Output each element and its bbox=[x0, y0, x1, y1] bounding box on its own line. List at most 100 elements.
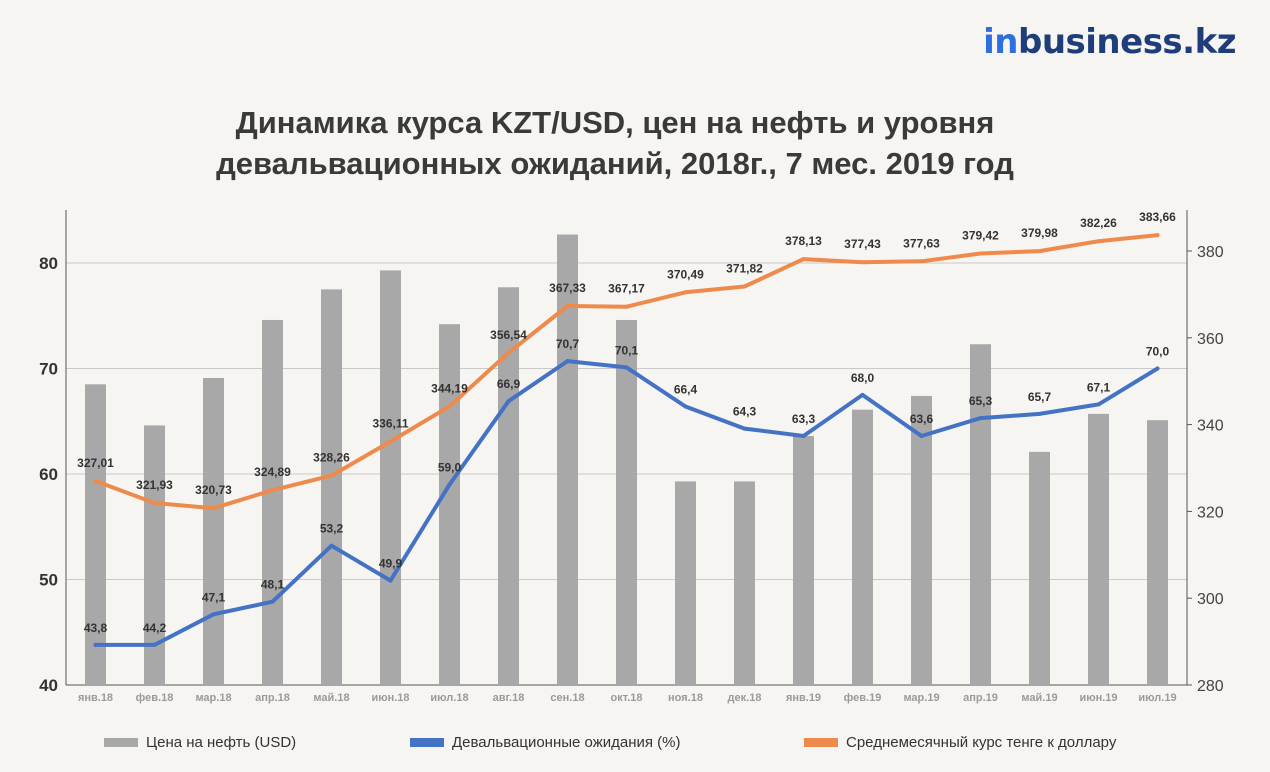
x-axis-tick-label: июн.19 bbox=[1079, 692, 1117, 704]
exchange-rate-data-label: 371,82 bbox=[726, 262, 763, 276]
x-axis-tick-label: фев.18 bbox=[136, 692, 174, 704]
exchange-rate-line-point bbox=[93, 478, 98, 483]
oil-price-bar bbox=[852, 409, 873, 685]
devaluation-data-label: 68,0 bbox=[851, 371, 875, 385]
devaluation-data-label: 48,1 bbox=[261, 578, 285, 592]
exchange-rate-line-point bbox=[860, 260, 865, 265]
devaluation-line-point bbox=[270, 599, 275, 604]
x-axis-tick-label: сен.18 bbox=[550, 692, 584, 704]
devaluation-data-label: 70,7 bbox=[556, 337, 580, 351]
devaluation-data-label: 49,9 bbox=[379, 557, 403, 571]
exchange-rate-line-point bbox=[978, 251, 983, 256]
exchange-rate-data-label: 328,26 bbox=[313, 451, 350, 465]
devaluation-line-point bbox=[1096, 402, 1101, 407]
oil-price-bar bbox=[262, 319, 283, 685]
oil-price-bar bbox=[321, 289, 342, 685]
devaluation-line-point bbox=[919, 434, 924, 439]
exchange-rate-line-point bbox=[1155, 233, 1160, 238]
devaluation-line-point bbox=[742, 426, 747, 431]
oil-price-bar bbox=[144, 425, 165, 685]
right-axis-tick-label: 340 bbox=[1197, 418, 1224, 435]
right-axis-tick-label: 320 bbox=[1197, 504, 1224, 521]
devaluation-line-point bbox=[388, 578, 393, 583]
devaluation-line-point bbox=[329, 543, 334, 548]
chart-legend: Цена на нефть (USD) Девальвационные ожид… bbox=[0, 734, 1270, 758]
x-axis-tick-label: дек.18 bbox=[728, 692, 762, 704]
legend-label-oil: Цена на нефть (USD) bbox=[146, 734, 297, 751]
exchange-rate-data-label: 356,54 bbox=[490, 328, 527, 342]
exchange-rate-data-label: 377,63 bbox=[903, 236, 940, 250]
oil-price-bar bbox=[85, 384, 106, 685]
x-axis-tick-label: авг.18 bbox=[493, 692, 525, 704]
oil-price-bar bbox=[203, 377, 224, 685]
devaluation-line-point bbox=[447, 482, 452, 487]
legend-item-oil: Цена на нефть (USD) bbox=[104, 734, 296, 751]
devaluation-line-point bbox=[565, 359, 570, 364]
exchange-rate-data-label: 336,11 bbox=[372, 416, 408, 430]
exchange-rate-line-point bbox=[742, 284, 747, 289]
exchange-rate-line-point bbox=[683, 290, 688, 295]
legend-label-rate: Среднемесячный курс тенге к доллару bbox=[846, 734, 1117, 751]
right-axis-tick-label: 280 bbox=[1197, 678, 1224, 695]
exchange-rate-line-point bbox=[919, 259, 924, 264]
x-axis-tick-label: апр.18 bbox=[255, 692, 290, 704]
legend-item-rate: Среднемесячный курс тенге к доллару bbox=[804, 734, 1116, 751]
devaluation-line-point bbox=[506, 399, 511, 404]
oil-price-bar bbox=[793, 436, 814, 685]
oil-price-bar bbox=[911, 395, 932, 685]
chart-title-line2: девальвационных ожиданий, 2018г., 7 мес.… bbox=[216, 146, 1014, 181]
x-axis-tick-label: июн.18 bbox=[371, 692, 409, 704]
x-axis-tick-label: фев.19 bbox=[844, 692, 882, 704]
devaluation-data-label: 63,6 bbox=[910, 412, 934, 426]
x-axis-tick-label: мар.18 bbox=[195, 692, 231, 704]
oil-price-bar bbox=[675, 481, 696, 685]
devaluation-line-point bbox=[978, 416, 983, 421]
exchange-rate-line-point bbox=[388, 439, 393, 444]
oil-price-bar bbox=[734, 481, 755, 685]
inbusiness-logo: inbusiness.kz bbox=[983, 22, 1236, 62]
right-axis-tick-label: 360 bbox=[1197, 331, 1224, 348]
exchange-rate-data-label: 382,26 bbox=[1080, 216, 1117, 230]
exchange-rate-line-point bbox=[270, 488, 275, 493]
x-axis-tick-label: мар.19 bbox=[903, 692, 939, 704]
right-axis-tick-label: 300 bbox=[1197, 591, 1224, 608]
oil-price-bar bbox=[498, 287, 519, 685]
exchange-rate-line-point bbox=[447, 404, 452, 409]
devaluation-line-point bbox=[1037, 411, 1042, 416]
devaluation-data-label: 70,0 bbox=[1146, 345, 1170, 359]
devaluation-data-label: 53,2 bbox=[320, 522, 344, 536]
oil-price-bar bbox=[1029, 451, 1050, 685]
exchange-rate-data-label: 367,33 bbox=[549, 281, 586, 295]
legend-swatch-rate bbox=[804, 738, 838, 747]
devaluation-data-label: 47,1 bbox=[202, 590, 226, 604]
legend-item-devaluation: Девальвационные ожидания (%) bbox=[410, 734, 681, 751]
x-axis-tick-label: май.18 bbox=[313, 692, 349, 704]
devaluation-data-label: 59,0 bbox=[438, 461, 462, 475]
exchange-rate-line-point bbox=[565, 303, 570, 308]
devaluation-line-point bbox=[211, 612, 216, 617]
oil-price-bar bbox=[616, 319, 637, 685]
devaluation-data-label: 70,1 bbox=[615, 343, 639, 357]
exchange-rate-line-point bbox=[801, 257, 806, 262]
exchange-rate-data-label: 321,93 bbox=[136, 478, 173, 492]
devaluation-line-point bbox=[1155, 366, 1160, 371]
legend-swatch-oil bbox=[104, 738, 138, 747]
devaluation-data-label: 63,3 bbox=[792, 412, 816, 426]
devaluation-line-point bbox=[860, 392, 865, 397]
devaluation-line-point bbox=[152, 642, 157, 647]
exchange-rate-data-label: 324,89 bbox=[254, 465, 291, 479]
x-axis-tick-label: май.19 bbox=[1021, 692, 1057, 704]
devaluation-data-label: 66,4 bbox=[674, 382, 698, 396]
exchange-rate-line-point bbox=[506, 350, 511, 355]
devaluation-line-point bbox=[801, 434, 806, 439]
chart-title-line1: Динамика курса KZT/USD, цен на нефть и у… bbox=[235, 105, 995, 140]
oil-price-bar bbox=[557, 234, 578, 685]
exchange-rate-line-point bbox=[152, 501, 157, 506]
left-axis-tick-label: 40 bbox=[39, 676, 58, 695]
oil-price-bar bbox=[439, 324, 460, 685]
x-axis-tick-label: окт.18 bbox=[611, 692, 643, 704]
devaluation-data-label: 65,3 bbox=[969, 394, 993, 408]
oil-price-bar bbox=[380, 270, 401, 685]
exchange-rate-line-point bbox=[624, 304, 629, 309]
